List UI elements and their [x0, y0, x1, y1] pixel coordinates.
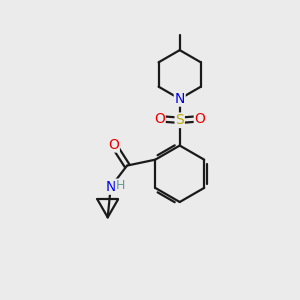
Text: N: N — [175, 92, 185, 106]
Text: O: O — [194, 112, 206, 126]
Text: O: O — [154, 112, 165, 126]
Text: S: S — [175, 113, 184, 127]
Text: H: H — [116, 179, 125, 192]
Text: N: N — [106, 180, 116, 194]
Text: O: O — [108, 138, 119, 152]
